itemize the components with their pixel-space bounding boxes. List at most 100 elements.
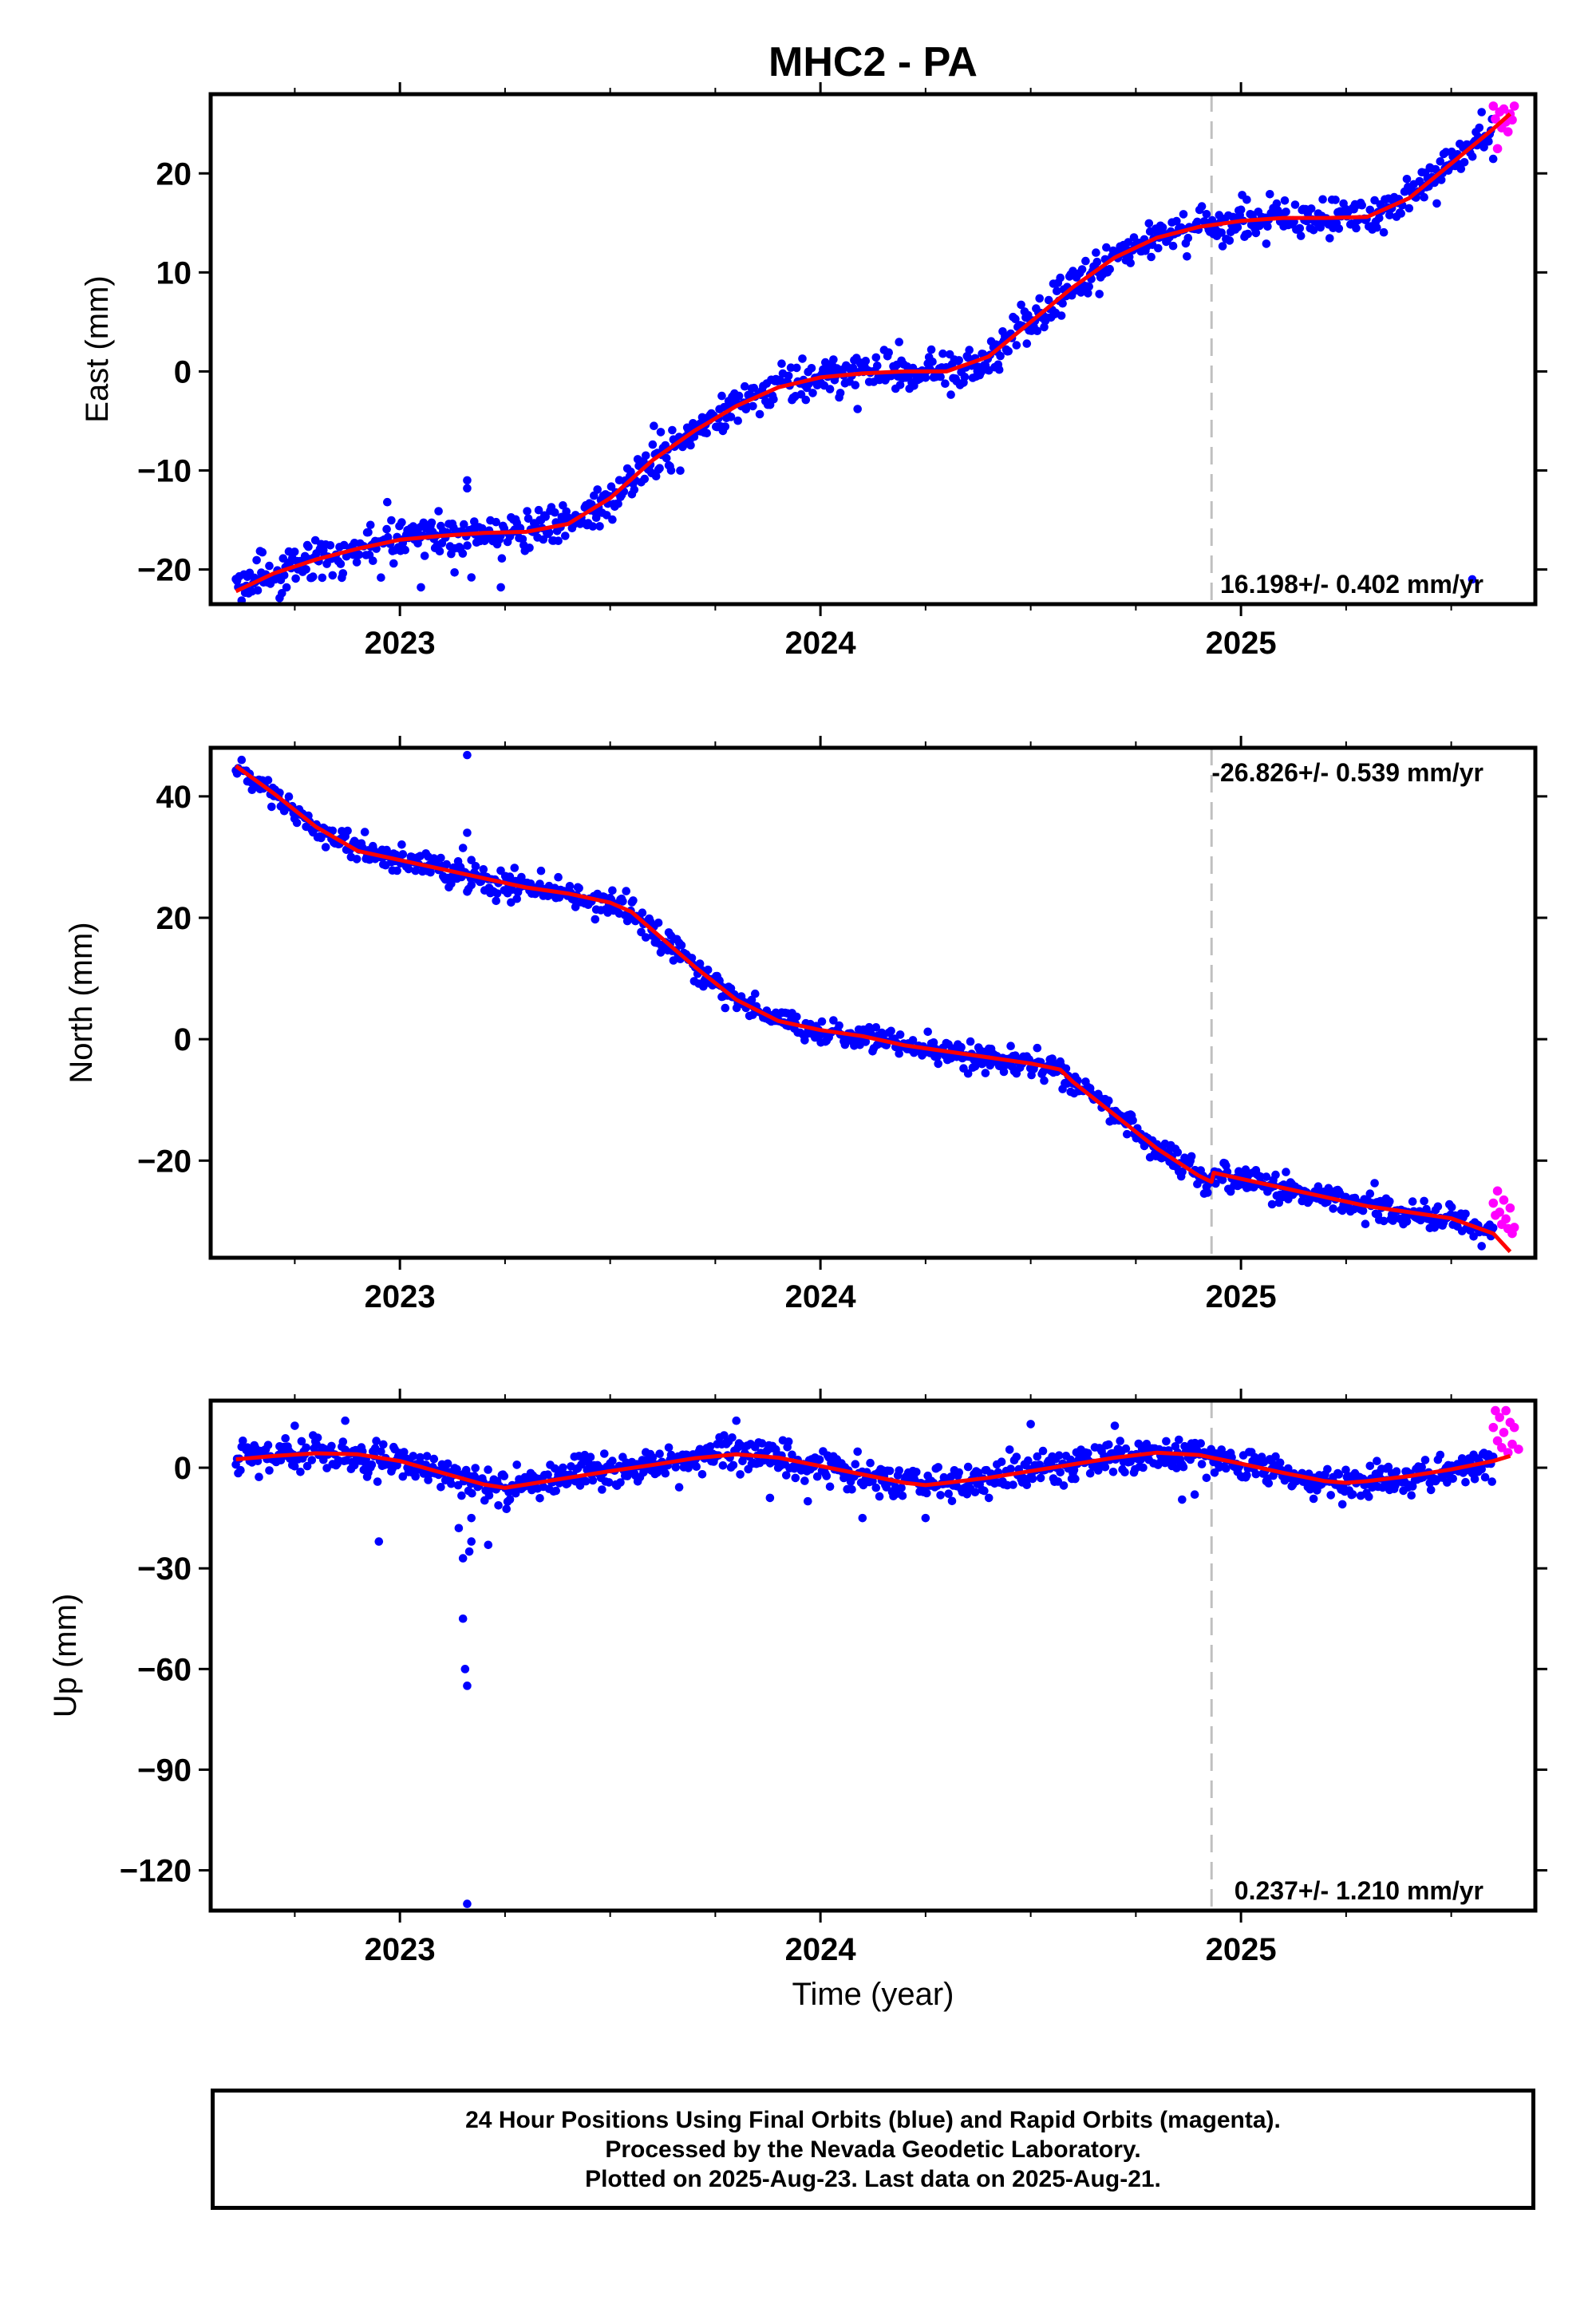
final-orbit-point: [702, 429, 711, 438]
footer-line-2: Processed by the Nevada Geodetic Laborat…: [605, 2136, 1141, 2163]
final-orbit-point: [379, 1440, 388, 1449]
final-orbit-point: [928, 358, 937, 366]
final-orbit-point: [1309, 226, 1318, 235]
y-tick-label: 20: [156, 156, 192, 192]
final-orbit-point: [1456, 164, 1466, 173]
final-orbit-point: [239, 1437, 247, 1445]
final-orbit-point: [648, 1452, 658, 1462]
final-orbit-point: [411, 866, 420, 875]
final-orbit-point: [908, 1036, 918, 1045]
rapid-orbit-point: [1492, 1186, 1503, 1196]
final-orbit-point: [1158, 223, 1167, 232]
final-orbit-point: [422, 1452, 432, 1460]
final-orbit-outlier-point: [463, 750, 472, 760]
final-orbit-point: [534, 505, 543, 515]
final-orbit-point: [1267, 1199, 1277, 1209]
final-orbit-point: [360, 828, 369, 836]
final-orbit-point: [936, 1491, 945, 1500]
final-orbit-point: [389, 559, 398, 568]
final-orbit-point: [980, 1486, 989, 1496]
rapid-orbit-point: [1491, 114, 1500, 124]
final-orbit-point: [1024, 1456, 1033, 1465]
footer-box: 24 Hour Positions Using Final Orbits (bl…: [211, 2089, 1535, 2210]
final-orbit-series: [231, 1416, 1498, 1908]
final-orbit-point: [751, 989, 760, 998]
final-orbit-point: [1262, 1172, 1271, 1181]
final-orbit-point: [946, 390, 955, 399]
final-orbit-point: [1370, 1179, 1379, 1188]
final-orbit-point: [382, 524, 391, 534]
final-orbit-point: [729, 1460, 738, 1470]
final-orbit-point: [1197, 1460, 1207, 1468]
final-orbit-point: [1479, 143, 1488, 152]
final-orbit-point: [1331, 196, 1340, 204]
final-orbit-point: [792, 363, 801, 373]
final-orbit-point: [1121, 1444, 1131, 1453]
final-orbit-point: [1033, 1043, 1042, 1053]
final-orbit-point: [866, 1458, 875, 1468]
final-orbit-point: [1295, 223, 1305, 233]
final-orbit-point: [666, 466, 676, 475]
final-orbit-point: [851, 381, 860, 389]
final-orbit-point: [1266, 190, 1274, 199]
final-orbit-point: [1475, 123, 1484, 132]
final-orbit-point: [664, 1443, 674, 1452]
final-orbit-point: [276, 1456, 286, 1464]
final-orbit-outlier-point: [365, 520, 375, 530]
final-orbit-point: [523, 514, 533, 524]
final-orbit-outlier-point: [1026, 1420, 1035, 1429]
final-orbit-point: [1392, 1467, 1401, 1476]
rapid-orbit-point: [1507, 115, 1517, 125]
final-orbit-point: [510, 864, 519, 872]
final-orbit-point: [836, 389, 845, 397]
final-orbit-point: [398, 850, 408, 859]
rapid-orbit-point: [1488, 101, 1499, 111]
final-orbit-point: [741, 381, 749, 391]
final-orbit-point: [236, 1465, 245, 1475]
final-orbit-point: [895, 1030, 905, 1039]
plot-content: [231, 748, 1519, 1258]
final-orbit-point: [593, 485, 602, 494]
final-orbit-point: [895, 381, 905, 389]
final-orbit-point: [1120, 1468, 1129, 1476]
final-orbit-point: [297, 1437, 306, 1446]
final-orbit-point: [1271, 1170, 1280, 1180]
final-orbit-point: [367, 1460, 377, 1469]
final-orbit-point: [1183, 252, 1191, 261]
final-orbit-outlier-point: [458, 844, 468, 852]
final-orbit-point: [947, 1496, 957, 1506]
final-orbit-point: [575, 883, 583, 893]
final-orbit-point: [887, 1026, 895, 1036]
final-orbit-point: [1447, 1203, 1456, 1211]
rapid-orbit-point: [1488, 1198, 1499, 1208]
rapid-orbit-point: [1492, 144, 1503, 154]
final-orbit-outlier-point: [341, 1416, 350, 1425]
final-orbit-point: [398, 1472, 408, 1481]
final-orbit-point: [1477, 1464, 1486, 1474]
final-orbit-point: [600, 1449, 609, 1458]
final-orbit-point: [671, 1463, 681, 1472]
final-orbit-point: [1059, 1481, 1069, 1490]
final-orbit-point: [954, 1468, 963, 1477]
final-orbit-point: [1316, 223, 1325, 232]
final-orbit-point: [1280, 196, 1290, 205]
final-orbit-point: [674, 1483, 684, 1492]
final-orbit-point: [437, 1483, 445, 1492]
final-orbit-point: [798, 354, 807, 363]
final-orbit-point: [1006, 1041, 1015, 1050]
final-orbit-point: [460, 520, 468, 529]
final-orbit-point: [338, 1437, 348, 1446]
final-orbit-point: [554, 536, 563, 545]
final-orbit-point: [994, 365, 1004, 374]
y-tick-label: −20: [137, 1144, 192, 1179]
final-orbit-outlier-point: [458, 1614, 468, 1623]
final-orbit-point: [442, 860, 451, 869]
final-orbit-point: [974, 1468, 983, 1477]
final-orbit-point: [393, 866, 401, 875]
final-orbit-point: [1147, 252, 1156, 262]
final-orbit-point: [252, 555, 261, 565]
final-orbit-point: [1284, 1464, 1293, 1473]
final-orbit-point: [1385, 211, 1394, 219]
final-orbit-point: [800, 1036, 809, 1045]
